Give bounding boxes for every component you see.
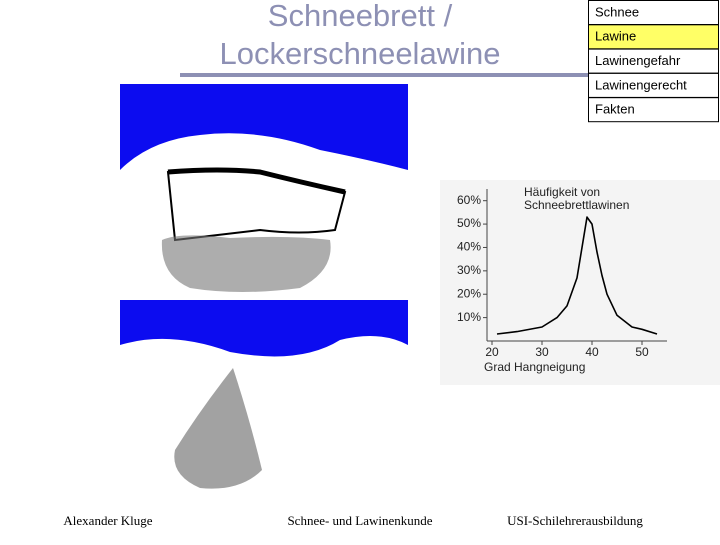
- slide-title: Schneebrett /: [268, 0, 453, 33]
- slab-avalanche-illustration: [120, 84, 408, 300]
- nav-label[interactable]: Schnee: [595, 4, 639, 19]
- chart-title: Häufigkeit von: [524, 185, 600, 199]
- nav-button[interactable]: [588, 0, 719, 25]
- x-tick-label: 30: [535, 345, 549, 359]
- y-tick-label: 10%: [457, 310, 481, 324]
- y-tick-label: 20%: [457, 286, 481, 300]
- nav-label[interactable]: Lawinengefahr: [595, 53, 681, 68]
- data-line: [496, 216, 658, 335]
- nav-label[interactable]: Lawine: [595, 29, 636, 44]
- x-tick-label: 20: [485, 345, 499, 359]
- chart-title: Schneebrettlawinen: [524, 198, 629, 212]
- footer-program: USI-Schilehrerausbildung: [507, 513, 643, 528]
- footer-course: Schnee- und Lawinenkunde: [287, 513, 432, 528]
- y-tick-label: 50%: [457, 216, 481, 230]
- nav-label[interactable]: Lawinengerecht: [595, 77, 687, 92]
- chart: 10% 20% 30% 40% 50% 60% 20 30 40 50 Grad Hangneigu…: [457, 185, 667, 374]
- footer-author: Alexander Kluge: [63, 513, 152, 528]
- loose-snow-avalanche-illustration: [120, 300, 408, 500]
- slide-title: Lockerschneelawine: [220, 36, 501, 71]
- x-axis-label: Grad Hangneigung: [484, 360, 585, 374]
- x-tick-label: 50: [635, 345, 649, 359]
- nav-label[interactable]: Fakten: [595, 102, 635, 117]
- y-tick-label: 40%: [457, 240, 481, 254]
- navigation: Schnee Lawine Lawinengefahr Lawinengerecht F…: [588, 0, 719, 123]
- title-rule: [180, 73, 590, 77]
- nav-button[interactable]: [588, 97, 719, 123]
- x-tick-label: 40: [585, 345, 599, 359]
- y-tick-label: 60%: [457, 193, 481, 207]
- y-tick-label: 30%: [457, 263, 481, 277]
